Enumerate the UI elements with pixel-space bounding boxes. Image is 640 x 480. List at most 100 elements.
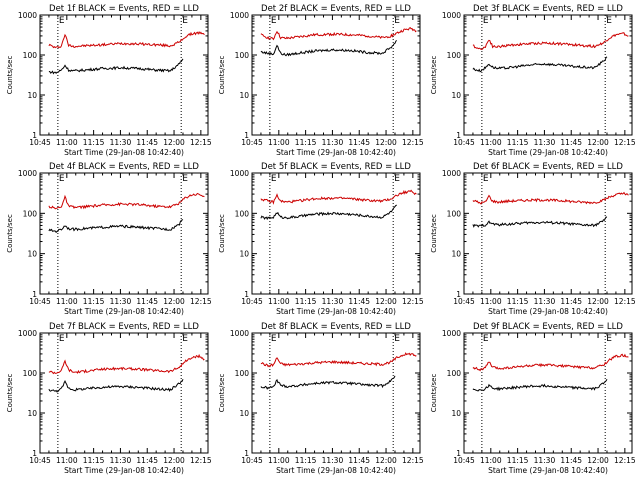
- chart-title: Det 2f BLACK = Events, RED = LLD: [261, 4, 411, 14]
- x-axis-label: Start Time (29-Jan-08 10:42:40): [488, 466, 608, 475]
- plot-frame: [463, 14, 633, 136]
- lld-series-line: [48, 353, 205, 375]
- chart-panel: Det 2f BLACK = Events, RED = LLD Counts/s…: [218, 4, 424, 157]
- x-tick-label: 12:00: [587, 297, 609, 306]
- events-series-line: [472, 56, 608, 73]
- y-tick-label: 100: [447, 369, 462, 378]
- x-axis-label: Start Time (29-Jan-08 10:42:40): [488, 307, 608, 316]
- plot-frame: [463, 172, 633, 295]
- y-tick-label: 1000: [230, 11, 249, 20]
- events-series-line: [260, 375, 396, 390]
- chart-title: Det 5f BLACK = Events, RED = LLD: [261, 162, 411, 172]
- chart-panel: Det 3f BLACK = Events, RED = LLD Counts/s…: [430, 4, 636, 157]
- x-tick-label: 11:30: [534, 456, 556, 465]
- x-tick-label: 11:00: [56, 138, 78, 147]
- x-tick-label: 11:15: [295, 297, 317, 306]
- x-tick-label: 11:45: [136, 297, 158, 306]
- chart-title: Det 3f BLACK = Events, RED = LLD: [473, 4, 623, 14]
- y-tick-label: 10: [27, 409, 37, 418]
- y-tick-label: 100: [23, 209, 38, 218]
- y-tick-label: 1: [244, 449, 249, 458]
- chart-panel: Det 1f BLACK = Events, RED = LLD Counts/s…: [6, 4, 212, 157]
- y-tick-label: 10: [27, 91, 37, 100]
- y-tick-label: 100: [447, 51, 462, 60]
- x-tick-label: 12:00: [587, 456, 609, 465]
- chart-panel: Det 8f BLACK = Events, RED = LLD Counts/s…: [218, 322, 424, 475]
- x-tick-label: 10:45: [29, 456, 51, 465]
- y-axis-label: Counts/sec: [218, 56, 226, 95]
- plot-frame: [463, 332, 633, 454]
- x-tick-label: 11:45: [348, 297, 370, 306]
- y-tick-label: 1: [244, 290, 249, 299]
- event-marker-label: E: [606, 16, 612, 26]
- x-axis-label: Start Time (29-Jan-08 10:42:40): [276, 148, 396, 157]
- chart-panel: Det 5f BLACK = Events, RED = LLD Counts/s…: [218, 162, 424, 316]
- x-tick-label: 11:45: [136, 456, 158, 465]
- x-tick-label: 11:15: [83, 297, 105, 306]
- y-axis-label: Counts/sec: [430, 56, 438, 95]
- event-marker-label: E: [483, 174, 489, 184]
- event-marker-label: E: [394, 334, 400, 344]
- events-series-line: [260, 40, 398, 57]
- chart-title: Det 8f BLACK = Events, RED = LLD: [261, 322, 411, 332]
- lld-series-line: [260, 352, 417, 368]
- y-tick-label: 100: [235, 369, 250, 378]
- x-tick-label: 10:45: [241, 297, 263, 306]
- lld-series-line: [48, 192, 205, 210]
- chart-title: Det 1f BLACK = Events, RED = LLD: [49, 4, 199, 14]
- y-axis-label: Counts/sec: [430, 214, 438, 253]
- x-tick-label: 11:00: [480, 138, 502, 147]
- event-marker-label: E: [394, 174, 400, 184]
- x-tick-label: 11:30: [110, 138, 132, 147]
- event-marker-label: E: [483, 16, 489, 26]
- x-tick-label: 10:45: [453, 138, 475, 147]
- lld-series-line: [260, 189, 417, 205]
- y-axis-label: Counts/sec: [218, 374, 226, 413]
- x-tick-label: 11:30: [322, 456, 344, 465]
- x-tick-label: 11:15: [83, 456, 105, 465]
- x-axis-label: Start Time (29-Jan-08 10:42:40): [276, 466, 396, 475]
- y-axis-label: Counts/sec: [6, 374, 14, 413]
- x-tick-label: 12:15: [190, 297, 212, 306]
- x-tick-label: 11:45: [560, 297, 582, 306]
- x-tick-label: 11:15: [295, 456, 317, 465]
- chart-panel: Det 9f BLACK = Events, RED = LLD Counts/s…: [430, 322, 636, 475]
- y-tick-label: 1: [456, 290, 461, 299]
- x-tick-label: 12:15: [402, 138, 424, 147]
- y-tick-label: 1: [456, 131, 461, 140]
- y-axis-label: Counts/sec: [6, 56, 14, 95]
- event-marker-label: E: [59, 174, 65, 184]
- lld-series-line: [472, 191, 629, 205]
- x-tick-label: 12:15: [402, 297, 424, 306]
- x-tick-label: 12:15: [614, 297, 636, 306]
- x-tick-label: 11:45: [136, 138, 158, 147]
- event-marker-label: E: [182, 334, 188, 344]
- x-axis-label: Start Time (29-Jan-08 10:42:40): [64, 307, 184, 316]
- x-tick-label: 11:15: [507, 456, 529, 465]
- events-series-line: [48, 58, 184, 75]
- x-tick-label: 11:30: [322, 297, 344, 306]
- plot-frame: [251, 332, 421, 454]
- y-tick-label: 1000: [442, 11, 461, 20]
- x-tick-label: 11:15: [507, 138, 529, 147]
- y-tick-label: 1000: [230, 329, 249, 338]
- x-tick-label: 11:30: [110, 297, 132, 306]
- event-marker-label: E: [271, 16, 277, 26]
- plot-frame: [251, 14, 421, 136]
- y-tick-label: 1000: [18, 11, 37, 20]
- chart-panel: Det 7f BLACK = Events, RED = LLD Counts/s…: [6, 322, 212, 475]
- x-axis-label: Start Time (29-Jan-08 10:42:40): [488, 148, 608, 157]
- x-tick-label: 12:00: [163, 456, 185, 465]
- y-tick-label: 1: [32, 290, 37, 299]
- x-tick-label: 12:00: [375, 456, 397, 465]
- y-tick-label: 1: [32, 131, 37, 140]
- x-tick-label: 11:45: [348, 456, 370, 465]
- y-tick-label: 10: [239, 409, 249, 418]
- x-tick-label: 11:30: [534, 297, 556, 306]
- event-marker-label: E: [271, 174, 277, 184]
- x-tick-label: 10:45: [453, 297, 475, 306]
- x-tick-label: 11:00: [56, 456, 78, 465]
- plot-frame: [39, 14, 209, 136]
- event-marker-label: E: [271, 334, 277, 344]
- x-tick-label: 12:15: [614, 138, 636, 147]
